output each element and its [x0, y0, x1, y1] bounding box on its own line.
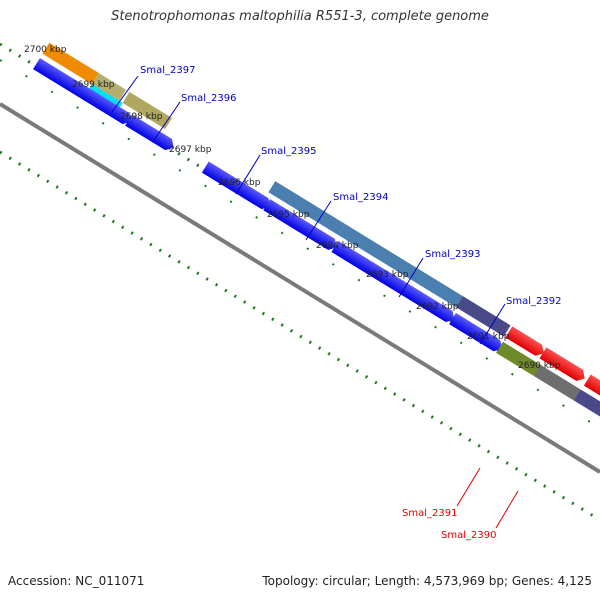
accession-text: Accession: NC_011071	[8, 574, 145, 588]
cds-arrow	[331, 240, 455, 323]
gene-steelblue-2	[338, 224, 463, 308]
ruler-label: 2691 kbp	[467, 332, 510, 342]
gene-label-leader	[479, 303, 506, 345]
cds-arrow	[33, 58, 93, 101]
gene-slate	[456, 296, 511, 337]
cds-arrow	[201, 161, 271, 210]
gene-label-smal-2393[interactable]: Smal_2393	[425, 249, 480, 260]
gene-label-leader	[235, 154, 261, 195]
gene-label-smal-2395[interactable]: Smal_2395	[261, 146, 316, 157]
cds-arrow	[263, 199, 337, 250]
gene-label-smal-2390[interactable]: Smal_2390	[441, 530, 496, 541]
feature-track	[33, 42, 600, 432]
cds-arrow-red	[505, 326, 544, 356]
ruler-label: 2696 kbp	[218, 178, 261, 188]
cds-arrow	[84, 89, 132, 125]
gene-label-smal-2392[interactable]: Smal_2392	[506, 296, 561, 307]
ruler-label: 2697 kbp	[169, 145, 212, 155]
gene-olive-green	[496, 341, 541, 376]
ruler-ticks-middle	[0, 59, 600, 429]
ruler-label: 2692 kbp	[416, 302, 459, 312]
gene-label-leader	[398, 257, 424, 298]
cds-arrow-red	[583, 374, 600, 415]
gene-label-leader	[495, 490, 519, 529]
genome-summary-text: Topology: circular; Length: 4,573,969 bp…	[262, 574, 592, 588]
ruler-label: 2693 kbp	[366, 270, 409, 280]
gene-label-smal-2397[interactable]: Smal_2397	[140, 65, 195, 76]
gene-label-smal-2391[interactable]: Smal_2391	[402, 508, 457, 519]
ruler-label: 2698 kbp	[120, 112, 163, 122]
gene-slate-2	[573, 389, 600, 432]
ruler-label: 2699 kbp	[72, 80, 115, 90]
genome-backbone	[0, 102, 600, 474]
gene-label-leader	[111, 75, 139, 113]
ruler-label: 2700 kbp	[24, 45, 67, 55]
ruler-label: 2694 kbp	[316, 241, 359, 251]
gene-label-leader	[153, 101, 181, 141]
ruler-label: 2690 kbp	[518, 361, 561, 371]
gene-label-smal-2394[interactable]: Smal_2394	[333, 192, 388, 203]
cds-arrow-red	[539, 347, 585, 381]
gene-olive-2	[122, 91, 173, 130]
gene-gray	[533, 364, 581, 401]
cds-arrow	[449, 313, 503, 352]
gene-orange	[42, 42, 99, 85]
gene-label-leader	[305, 200, 332, 241]
ruler-label: 2695 kbp	[267, 210, 310, 220]
gene-olive-1	[91, 73, 127, 101]
gene-label-smal-2396[interactable]: Smal_2396	[181, 93, 236, 104]
page-title: Stenotrophomonas maltophilia R551-3, com…	[111, 9, 489, 24]
gene-steelblue-1	[268, 181, 346, 236]
gene-cyan	[87, 84, 123, 110]
gene-label-leader	[456, 467, 481, 507]
cds-arrow	[125, 114, 174, 151]
